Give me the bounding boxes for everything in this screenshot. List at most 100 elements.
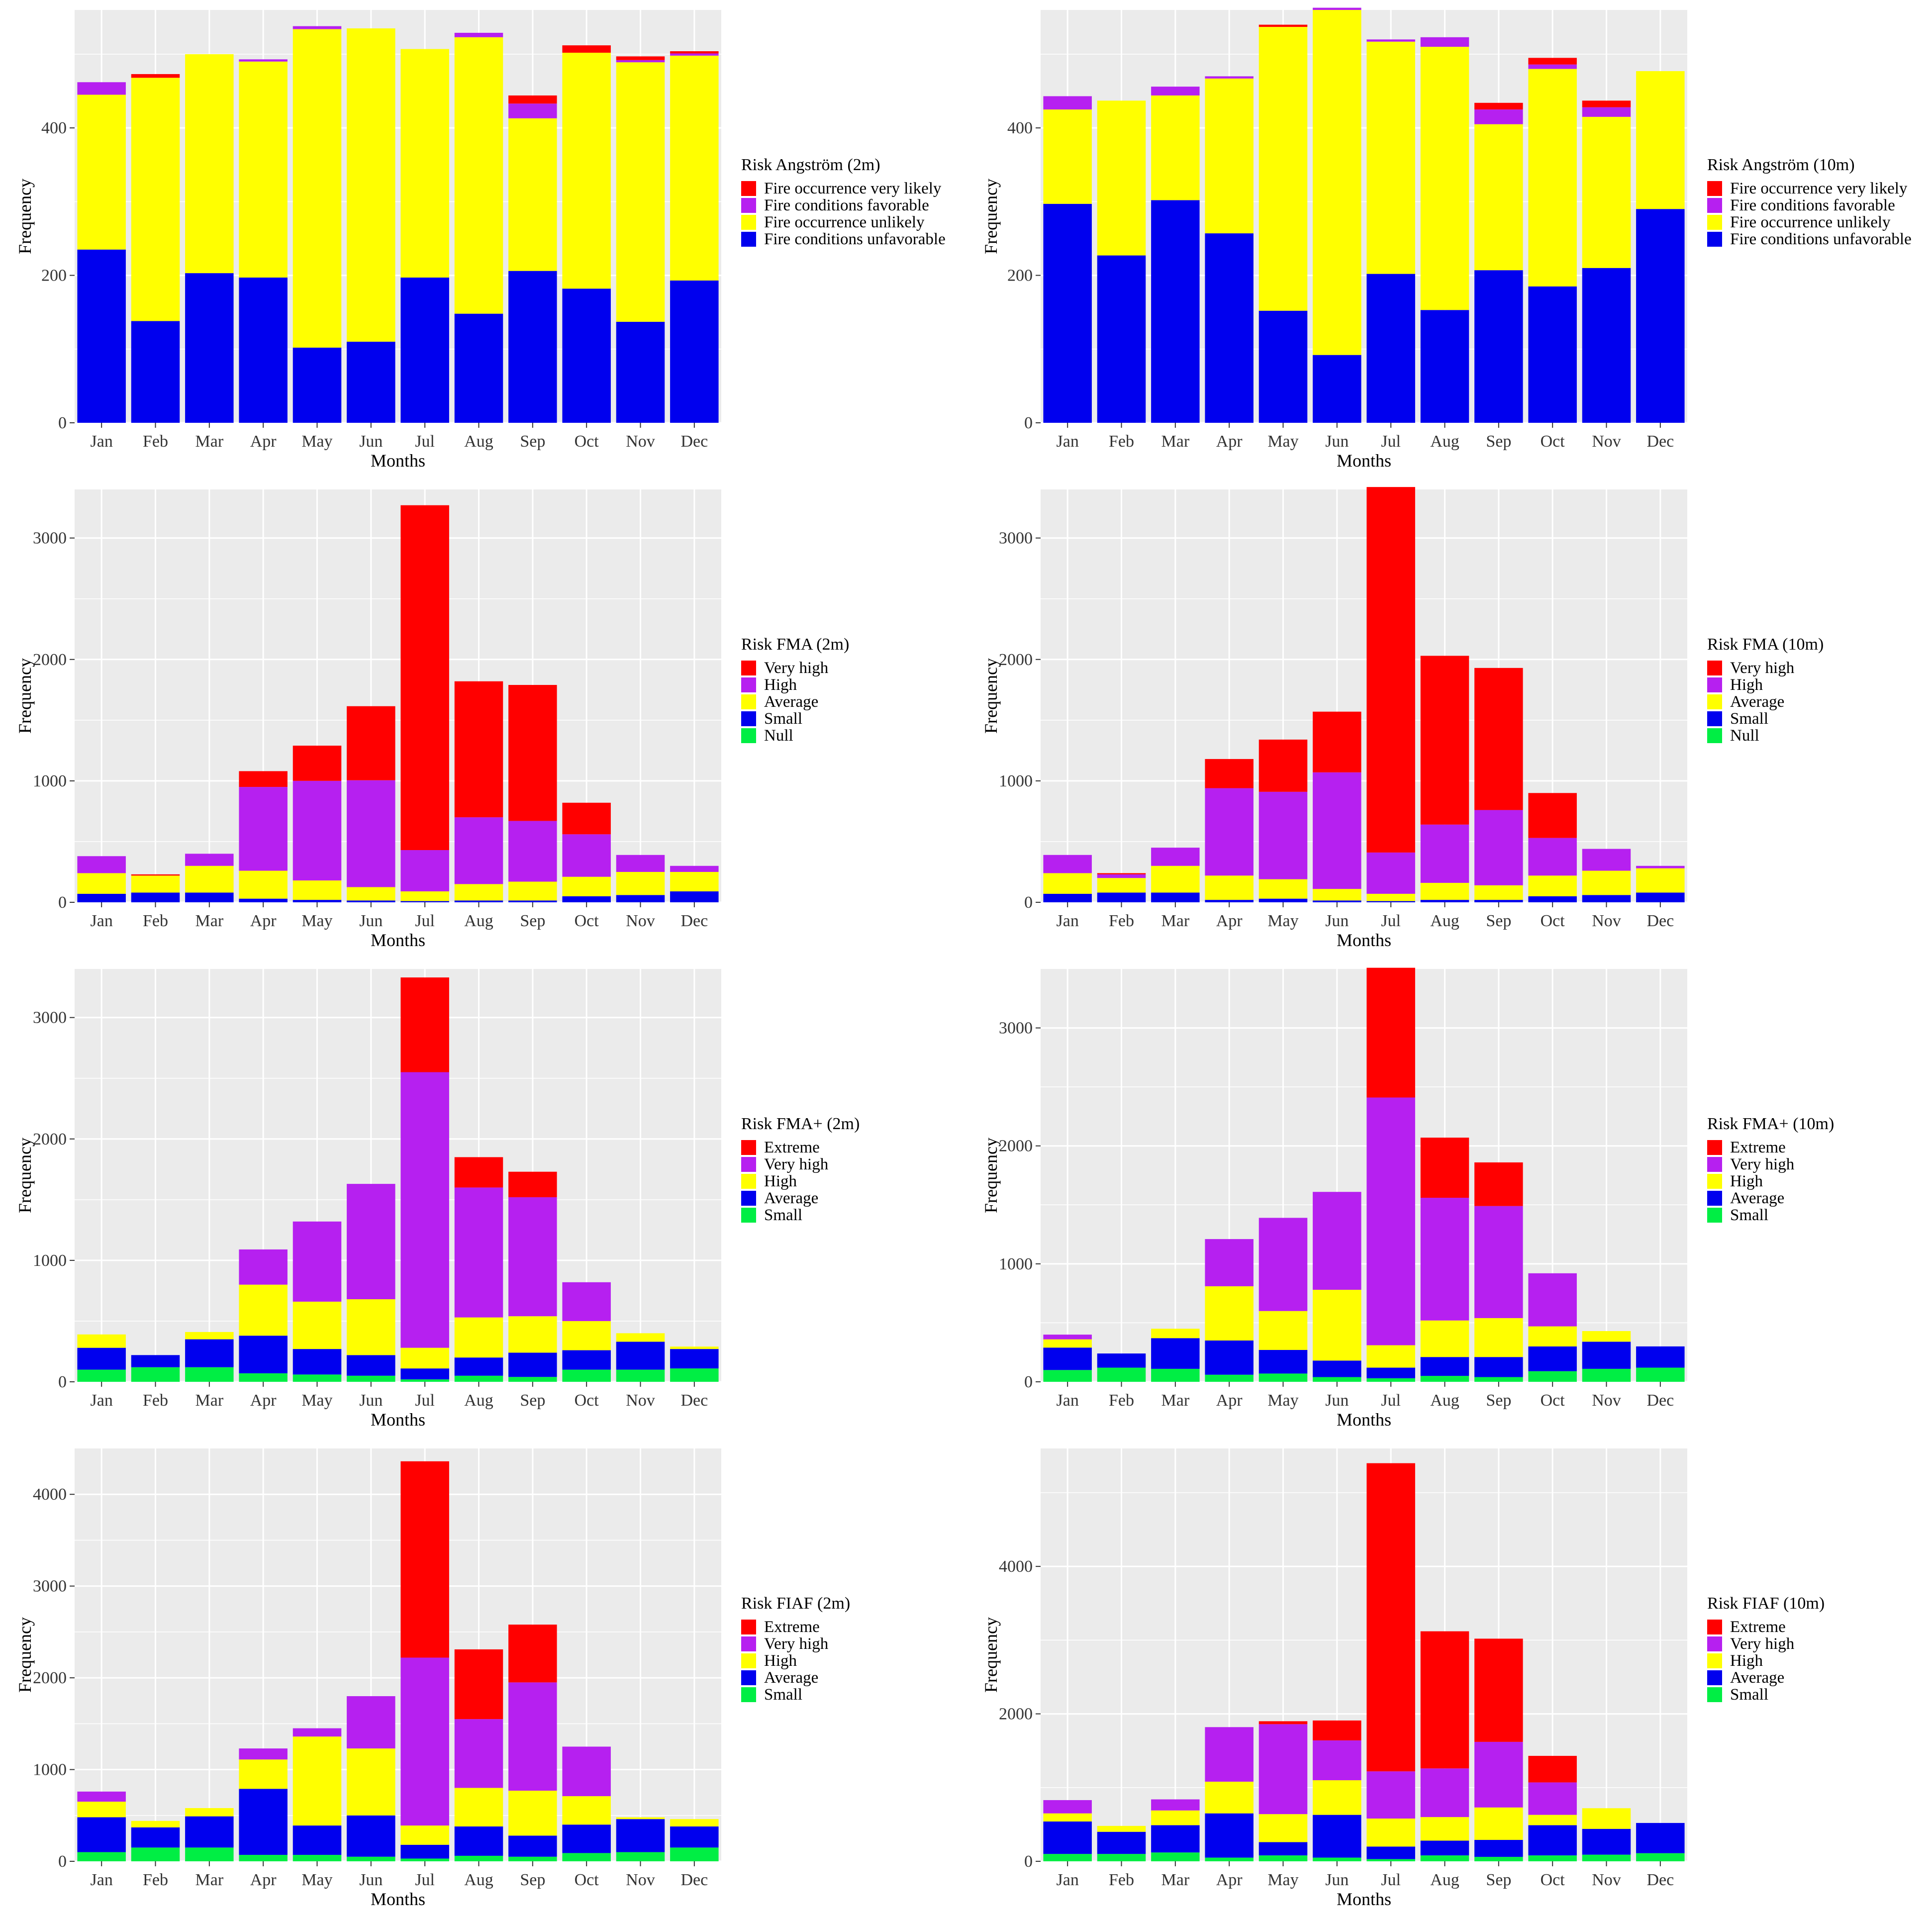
x-axis-title: Months (1337, 451, 1391, 471)
x-tick-label: Apr (250, 1871, 277, 1889)
legend-label: Small (1730, 1206, 1768, 1224)
bar-segment (1366, 39, 1415, 42)
bar-segment (1474, 1377, 1523, 1382)
bar-segment (292, 1855, 342, 1861)
x-tick-label: May (301, 432, 332, 451)
bar-segment (1582, 1331, 1631, 1342)
x-tick-label: Dec (1646, 1391, 1674, 1410)
bar-segment (400, 1461, 449, 1658)
x-axis-title: Months (371, 1889, 425, 1909)
bar-segment (1474, 1162, 1523, 1206)
bar-segment (1420, 47, 1469, 310)
bar-segment (292, 780, 342, 881)
bar-segment (616, 1333, 665, 1342)
bar-segment (77, 1817, 126, 1852)
x-tick-label: Nov (626, 912, 655, 930)
bar-segment (508, 900, 557, 902)
legend-swatch (1707, 1670, 1722, 1685)
bar-segment (1043, 1854, 1092, 1861)
legend-swatch (741, 1208, 756, 1223)
bar-segment (1205, 759, 1254, 788)
bar-segment (77, 249, 126, 423)
legend-label: Fire conditions unfavorable (764, 230, 946, 248)
bar-segment (1151, 87, 1200, 96)
x-tick-label: Nov (1592, 912, 1621, 930)
bar-segment (1043, 96, 1092, 110)
bar-segment (400, 1825, 449, 1845)
legend-swatch (1707, 215, 1722, 230)
bar-segment (131, 875, 180, 893)
bar-segment (77, 1852, 126, 1861)
bar-segment (616, 895, 665, 902)
x-tick-label: Aug (1430, 912, 1459, 930)
x-tick-label: Mar (195, 912, 224, 930)
bar-segment (1528, 1825, 1577, 1856)
x-tick-label: Jan (1057, 432, 1079, 451)
plot-panel (1041, 969, 1687, 1382)
bar-segment (131, 1847, 180, 1861)
legend-swatch (741, 677, 756, 692)
plot-panel (1041, 1448, 1687, 1861)
y-axis-title: Frequency (981, 658, 1001, 734)
bar-segment (1205, 1781, 1254, 1814)
legend-label: High (1730, 676, 1763, 694)
bar-segment (670, 51, 719, 54)
legend-swatch (741, 1670, 756, 1685)
x-tick-label: May (1267, 1871, 1298, 1889)
x-tick-label: Oct (1541, 1391, 1565, 1410)
bar-segment (185, 54, 234, 274)
bar-segment (454, 884, 503, 901)
bar-segment (562, 896, 611, 902)
bar-segment (292, 1736, 342, 1826)
bar-segment (1097, 892, 1146, 902)
bar-segment (1313, 1780, 1361, 1815)
x-tick-label: Dec (680, 1871, 708, 1889)
bar-segment (239, 1336, 288, 1373)
legend-label: Very high (764, 1155, 829, 1173)
bar-segment (347, 1815, 395, 1857)
bar-segment (1582, 1808, 1631, 1829)
x-tick-label: Jun (1325, 912, 1349, 930)
bar-segment (292, 1349, 342, 1375)
bar-segment (131, 74, 180, 78)
y-tick-label: 1000 (33, 1251, 67, 1270)
bar-segment (1474, 885, 1523, 900)
bar-segment (77, 856, 126, 873)
bar-segment (1366, 1846, 1415, 1859)
bar-segment (1636, 868, 1685, 893)
legend-swatch (1707, 1191, 1722, 1206)
bar-segment (1258, 1349, 1308, 1374)
bar-segment (1366, 893, 1415, 901)
bar-segment (1097, 1367, 1146, 1382)
legend-label: High (764, 1172, 797, 1190)
bar-segment (292, 900, 342, 902)
bar-segment (1258, 27, 1308, 311)
bar-segment (400, 850, 449, 892)
bar-segment (1528, 1756, 1577, 1783)
legend-label: Average (1730, 693, 1784, 711)
bar-segment (239, 59, 288, 62)
bar-segment (1582, 100, 1631, 107)
bar-segment (454, 1649, 503, 1720)
bar-segment (1043, 1821, 1092, 1854)
bar-segment (1420, 1198, 1469, 1321)
bar-segment (1474, 810, 1523, 885)
bar-segment (185, 1808, 234, 1817)
bar-segment (1313, 355, 1361, 423)
bar-segment (239, 1789, 288, 1855)
bar-segment (185, 1367, 234, 1382)
bar-segment (670, 891, 719, 902)
bar-segment (400, 901, 449, 902)
y-tick-label: 0 (1024, 1373, 1033, 1391)
bar-segment (1366, 1819, 1415, 1847)
bar-segment (1151, 1329, 1200, 1339)
bar-segment (1528, 896, 1577, 902)
bar-segment (1043, 203, 1092, 423)
x-tick-label: Dec (680, 432, 708, 451)
bar-segment (562, 1853, 611, 1861)
legend-swatch (1707, 1620, 1722, 1634)
x-tick-label: Sep (1486, 1871, 1511, 1889)
bar-segment (1258, 1814, 1308, 1842)
x-tick-label: Mar (195, 1871, 224, 1889)
bar-segment (1366, 1859, 1415, 1861)
